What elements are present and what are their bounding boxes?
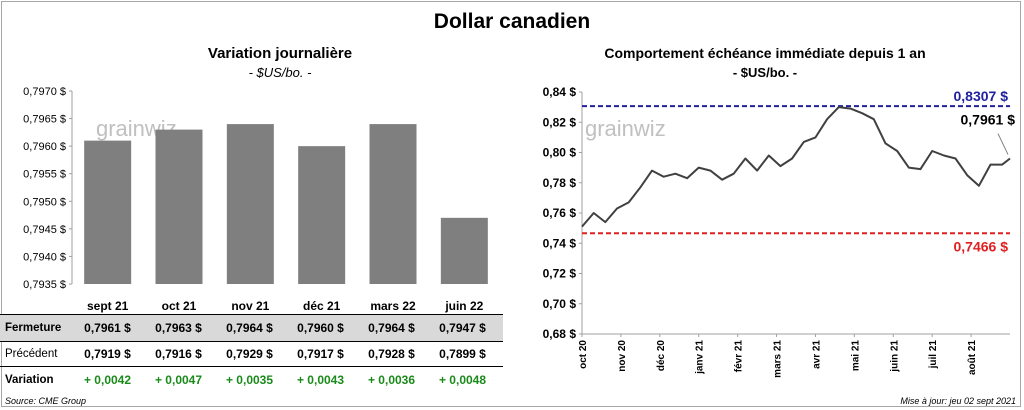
last-value-leader [997, 133, 1009, 155]
table-cell: 0,7919 $ [84, 347, 131, 361]
bar-category-label: oct 21 [162, 299, 197, 313]
line-x-tick-label: nov 20 [617, 340, 628, 372]
line-y-tick-label: 0,78 $ [543, 176, 577, 190]
bar-y-tick-label: 0,7950 $ [23, 196, 66, 208]
line-x-tick-label: juil 21 [928, 340, 939, 370]
table-cell: + 0,0043 [296, 373, 345, 387]
table-cell: 0,7928 $ [368, 347, 415, 361]
line-y-tick-label: 0,70 $ [543, 297, 577, 311]
bar-y-tick-label: 0,7955 $ [23, 169, 66, 181]
line-x-tick-label: août 21 [967, 340, 978, 375]
bar-4 [369, 124, 417, 284]
table-cell: 0,7899 $ [439, 347, 486, 361]
table-cell: 0,7964 $ [226, 321, 273, 335]
bar-chart: grainwiz 0,7935 $0,7940 $0,7945 $0,7950 … [23, 86, 488, 313]
table-row-variation: Variation + 0,0042 + 0,0047 + 0,0035 + 0,004… [0, 368, 503, 392]
line-x-tick-label: mars 21 [773, 340, 784, 378]
bar-1 [155, 129, 203, 284]
line-watermark: grainwiz [585, 116, 666, 141]
bar-category-label: mars 22 [370, 299, 416, 313]
table-cell: + 0,0042 [83, 373, 132, 387]
bar-category-label: déc 21 [303, 299, 341, 313]
table-cell: 0,7929 $ [226, 347, 273, 361]
table-cell: + 0,0048 [438, 373, 487, 387]
line-x-tick-label: déc 20 [656, 340, 667, 372]
table-cell: 0,7947 $ [439, 321, 486, 335]
line-y-tick-label: 0,76 $ [543, 206, 577, 220]
footer-source: Source: CME Group [5, 396, 87, 406]
line-x-tick-label: janv 21 [695, 340, 706, 375]
bar-2 [226, 124, 274, 284]
bar-y-tick-label: 0,7970 $ [23, 86, 66, 98]
line-chart: grainwiz 0,68 $ 0,70 $ 0,72 $ 0,74 $ 0,76 $ 0… [543, 85, 1016, 378]
bar-5 [440, 217, 488, 284]
line-y-tick-label: 0,68 $ [543, 327, 577, 341]
table-cell: 0,7960 $ [297, 321, 344, 335]
table-row-label: Précédent [5, 348, 58, 360]
table-cell: + 0,0047 [154, 373, 203, 387]
table-row-précédent: Précédent 0,7919 $ 0,7916 $ 0,7929 $ 0,7917 … [0, 342, 503, 366]
line-x-tick-label: oct 20 [578, 340, 589, 369]
table-cell: 0,7961 $ [84, 321, 131, 335]
bar-y-tick-label: 0,7945 $ [23, 224, 66, 236]
bar-y-tick-label: 0,7965 $ [23, 114, 66, 126]
line-chart-unit: - $US/bo. - [732, 65, 798, 80]
table-cell: 0,7963 $ [155, 321, 202, 335]
line-chart-title: Comportement échéance immédiate depuis 1… [604, 45, 926, 61]
table-cell: + 0,0035 [225, 373, 274, 387]
line-x-tick-label: mai 21 [850, 340, 861, 372]
footer-updated: Mise à jour: jeu 02 sept 2021 [900, 396, 1016, 406]
page-title: Dollar canadien [433, 10, 591, 33]
table-row-fermeture: Fermeture 0,7961 $ 0,7963 $ 0,7964 $ 0,7960 … [0, 316, 503, 340]
low-label: 0,7466 $ [954, 238, 1009, 254]
table-band-fermeture [0, 314, 503, 342]
bar-3 [298, 146, 346, 284]
table-cell: 0,7917 $ [297, 347, 344, 361]
bar-category-label: nov 21 [231, 299, 269, 313]
bar-category-label: juin 22 [444, 299, 483, 313]
bar-category-label: sept 21 [87, 299, 129, 313]
line-y-tick-label: 0,84 $ [543, 85, 577, 99]
high-label: 0,8307 $ [954, 88, 1009, 104]
line-y-tick-label: 0,82 $ [543, 115, 577, 129]
table-row-label: Variation [5, 374, 54, 386]
line-y-tick-label: 0,72 $ [543, 267, 577, 281]
bar-0 [84, 140, 132, 284]
bar-chart-title: Variation journalière [207, 45, 353, 62]
table-cell: 0,7916 $ [155, 347, 202, 361]
line-y-tick-label: 0,74 $ [543, 236, 577, 250]
price-series-line [581, 106, 1011, 228]
table-cell: + 0,0036 [367, 373, 416, 387]
table-divider [0, 366, 503, 367]
table-row-label: Fermeture [5, 322, 62, 334]
bar-y-tick-label: 0,7940 $ [23, 251, 66, 263]
bar-y-tick-label: 0,7935 $ [23, 279, 66, 291]
last-value-label: 0,7961 $ [961, 112, 1016, 128]
bar-chart-unit: - $US/bo. - [248, 65, 312, 80]
line-x-tick-label: avr 21 [811, 340, 822, 369]
line-y-tick-label: 0,80 $ [543, 146, 577, 160]
bar-y-tick-label: 0,7960 $ [23, 141, 66, 153]
table-cell: 0,7964 $ [368, 321, 415, 335]
line-x-tick-label: févr 21 [734, 340, 745, 373]
line-x-tick-label: juin 21 [889, 340, 900, 373]
